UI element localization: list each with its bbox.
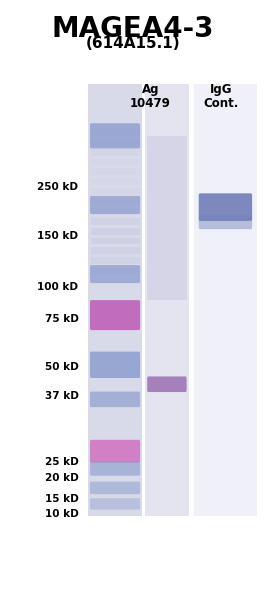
- FancyBboxPatch shape: [90, 300, 140, 330]
- Bar: [90, 169, 140, 175]
- FancyBboxPatch shape: [90, 265, 140, 283]
- FancyBboxPatch shape: [90, 352, 140, 378]
- Text: 10 kD: 10 kD: [45, 509, 78, 518]
- Bar: [90, 247, 140, 254]
- Text: 20 kD: 20 kD: [45, 473, 78, 482]
- Bar: [90, 198, 140, 205]
- Bar: [90, 208, 140, 215]
- Bar: [90, 139, 140, 146]
- Text: 75 kD: 75 kD: [45, 314, 78, 324]
- Bar: [90, 178, 140, 185]
- Bar: [90, 188, 140, 195]
- FancyBboxPatch shape: [90, 461, 140, 476]
- Text: 250 kD: 250 kD: [38, 182, 78, 192]
- Bar: [194, 84, 257, 516]
- Text: 150 kD: 150 kD: [38, 232, 78, 241]
- Bar: [88, 84, 142, 516]
- Bar: [90, 218, 140, 225]
- Bar: [145, 84, 189, 516]
- Text: (614A15.1): (614A15.1): [86, 36, 180, 51]
- Text: 15 kD: 15 kD: [45, 494, 78, 504]
- Bar: [147, 136, 187, 300]
- FancyBboxPatch shape: [90, 392, 140, 407]
- FancyBboxPatch shape: [90, 196, 140, 214]
- Text: 50 kD: 50 kD: [45, 362, 78, 372]
- FancyBboxPatch shape: [199, 193, 252, 221]
- Bar: [90, 257, 140, 264]
- FancyBboxPatch shape: [90, 123, 140, 148]
- FancyBboxPatch shape: [199, 215, 252, 229]
- Text: 25 kD: 25 kD: [45, 457, 78, 467]
- FancyBboxPatch shape: [90, 440, 140, 463]
- Text: IgG
Cont.: IgG Cont.: [203, 83, 238, 110]
- Bar: [90, 149, 140, 155]
- Text: 100 kD: 100 kD: [38, 282, 78, 292]
- FancyBboxPatch shape: [90, 498, 140, 509]
- Bar: [90, 227, 140, 235]
- Bar: [90, 129, 140, 136]
- Text: Ag
10479: Ag 10479: [130, 83, 171, 110]
- Bar: [90, 267, 140, 274]
- FancyBboxPatch shape: [90, 482, 140, 494]
- Bar: [90, 238, 140, 244]
- Bar: [90, 158, 140, 166]
- Text: MAGEA4-3: MAGEA4-3: [52, 15, 214, 43]
- Text: 37 kD: 37 kD: [45, 391, 78, 401]
- FancyBboxPatch shape: [147, 376, 187, 392]
